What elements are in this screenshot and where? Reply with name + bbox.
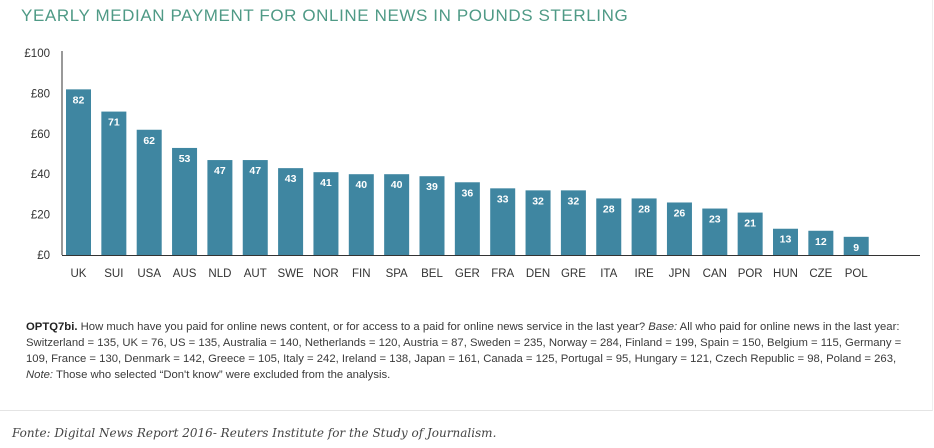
bar-value-label: 28 — [603, 203, 615, 215]
bar-ire — [631, 198, 657, 255]
bar-value-label: 12 — [815, 236, 827, 248]
bar-value-label: 62 — [143, 135, 155, 147]
bar-hun — [773, 228, 798, 255]
y-tick-label: £100 — [24, 48, 50, 60]
x-tick-label: POL — [845, 268, 869, 280]
x-tick-label: UK — [71, 268, 87, 280]
bar-nld — [207, 160, 233, 255]
bar-sui — [101, 111, 127, 255]
note-label: Note: — [26, 369, 54, 381]
x-tick-label: BEL — [421, 268, 443, 280]
bar-fra — [490, 188, 516, 255]
question-text: How much have you paid for online news c… — [77, 321, 649, 333]
bar-value-label: 13 — [780, 234, 792, 246]
question-code: OPTQ7bi. — [26, 321, 78, 333]
bar-aut — [242, 160, 268, 255]
bar-cze — [808, 230, 834, 255]
bars: 82 71 62 53 47 47 43 41 40 40 39 36 33 32 32 28 28 26 23 21… — [66, 89, 869, 255]
bar-aus — [172, 147, 198, 255]
y-tick-label: £0 — [37, 250, 50, 262]
base-text: All who paid for online news in the last… — [26, 321, 902, 365]
chart-footnote: OPTQ7bi. How much have you paid for onli… — [26, 319, 926, 383]
x-tick-label: GER — [455, 268, 480, 280]
bar-chart: £0 £20 £40 £60 £80 £100 82 71 62 53 47 47 43 41 40 40 3… — [24, 48, 920, 280]
x-tick-label: DEN — [526, 268, 550, 280]
x-tick-label: AUS — [173, 268, 197, 280]
bar-value-label: 41 — [320, 177, 332, 189]
x-tick-label: AUT — [244, 268, 267, 280]
bar-ger — [454, 182, 480, 255]
bar-usa — [136, 129, 162, 255]
bar-value-label: 26 — [674, 207, 686, 219]
bar-value-label: 47 — [249, 165, 261, 177]
x-tick-label: SWE — [277, 268, 304, 280]
bar-value-label: 21 — [744, 218, 756, 230]
x-tick-label: CAN — [703, 268, 727, 280]
bar-value-label: 53 — [179, 153, 191, 165]
bar-value-label: 23 — [709, 214, 721, 226]
bar-value-label: 47 — [214, 165, 226, 177]
y-tick-label: £20 — [31, 210, 50, 222]
bar-can — [702, 208, 728, 255]
y-tick-label: £40 — [31, 169, 50, 181]
bar-gre — [560, 190, 586, 255]
x-tick-label: POR — [738, 268, 763, 280]
bar-value-label: 32 — [532, 195, 544, 207]
bar-jpn — [666, 202, 692, 255]
bar-value-label: 82 — [73, 94, 85, 106]
source-caption: Fonte: Digital News Report 2016- Reuters… — [12, 426, 497, 440]
bar-value-label: 71 — [108, 117, 120, 129]
x-tick-label: GRE — [561, 268, 586, 280]
x-tick-label: NOR — [313, 268, 339, 280]
x-tick-label: ITA — [600, 268, 617, 280]
bar-value-label: 40 — [391, 179, 403, 191]
x-tick-label: FIN — [352, 268, 371, 280]
bar-value-label: 43 — [285, 173, 297, 185]
x-tick-label: IRE — [635, 268, 655, 280]
x-tick-label: HUN — [773, 268, 798, 280]
y-tick-label: £80 — [31, 88, 50, 100]
bar-value-label: 39 — [426, 181, 438, 193]
x-axis-labels: UK SUI USA AUS NLD AUT SWE NOR FIN SPA BEL GER FRA DE… — [71, 268, 869, 280]
x-tick-label: USA — [137, 268, 161, 280]
bar-fin — [348, 174, 374, 255]
x-tick-label: JPN — [669, 268, 691, 280]
bar-nor — [313, 172, 339, 255]
y-axis-labels: £0 £20 £40 £60 £80 £100 — [24, 48, 50, 262]
bar-swe — [278, 168, 304, 255]
base-label: Base: — [648, 321, 678, 333]
bar-pol — [843, 236, 869, 255]
y-tick-label: £60 — [31, 129, 50, 141]
bar-uk — [66, 89, 91, 255]
note-text: Those who selected “Don't know” were exc… — [53, 369, 391, 381]
x-tick-label: SPA — [386, 268, 408, 280]
x-tick-label: NLD — [208, 268, 231, 280]
chart-title: YEARLY MEDIAN PAYMENT FOR ONLINE NEWS IN… — [21, 6, 629, 25]
bar-ita — [596, 198, 622, 255]
bar-value-label: 32 — [568, 195, 580, 207]
bar-value-label: 28 — [638, 203, 650, 215]
chart-card: YEARLY MEDIAN PAYMENT FOR ONLINE NEWS IN… — [0, 0, 933, 411]
x-tick-label: SUI — [104, 268, 123, 280]
bar-value-label: 33 — [497, 193, 509, 205]
bar-value-label: 40 — [355, 179, 367, 191]
bar-value-label: 36 — [462, 187, 474, 199]
bar-value-label: 9 — [853, 242, 859, 254]
bar-den — [525, 190, 551, 255]
bar-bel — [419, 176, 445, 255]
x-tick-label: CZE — [809, 268, 832, 280]
bar-por — [737, 212, 763, 255]
bar-spa — [384, 174, 410, 255]
x-tick-label: FRA — [491, 268, 514, 280]
